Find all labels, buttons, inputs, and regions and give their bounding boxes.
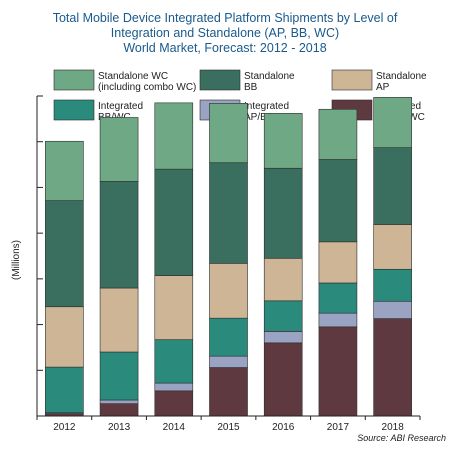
legend-label: AP/BB	[244, 112, 274, 123]
bar-segment-integrated-bb-wc-2017	[318, 282, 358, 314]
bar-stack-2017	[318, 108, 358, 417]
x-axis: 2012 2013 2014 2015 2016 2017 2018	[36, 415, 421, 433]
bar-segment-standalone-bb-2015	[209, 162, 248, 264]
bar-segment-standalone-wc-including-combo-wc--2018	[373, 97, 412, 148]
y-axis	[36, 95, 43, 417]
bar-segment-integrated-bb-wc-2013	[99, 351, 139, 401]
bar-segment-integrated-ap-bb-2016	[263, 331, 303, 344]
bar-segment-integrated-bb-wc-2014	[154, 339, 194, 384]
bar-segment-standalone-ap-2016	[263, 257, 303, 302]
bar-stack-2016	[263, 113, 303, 417]
bar-segment-integrated-ap-bb-2017	[318, 312, 358, 328]
bar-stack-2012	[45, 140, 84, 417]
bar-segment-standalone-wc-including-combo-wc--2014	[154, 102, 194, 170]
bar-segment-integrated-ap-bb-wc-2015	[209, 367, 248, 417]
bar-segment-standalone-bb-2017	[318, 159, 358, 243]
legend-swatch	[331, 69, 373, 91]
bar-segment-standalone-bb-2016	[263, 167, 303, 259]
bars	[45, 97, 412, 417]
legend-label: Integrated	[244, 101, 289, 112]
legend-swatch	[199, 69, 241, 91]
bar-segment-standalone-ap-2017	[318, 241, 358, 284]
bar-segment-integrated-ap-bb-2018	[373, 300, 412, 319]
legend-label: Standalone WC	[98, 71, 168, 82]
x-tick-label-2016: 2016	[272, 422, 295, 433]
legend-label: BB	[244, 82, 258, 93]
legend-label: AP	[376, 82, 390, 93]
bar-segment-standalone-ap-2018	[373, 224, 412, 270]
bar-segment-standalone-bb-2012	[45, 200, 84, 308]
bar-segment-standalone-ap-2015	[209, 263, 248, 319]
bar-segment-integrated-bb-wc-2016	[263, 300, 303, 332]
legend-label: Standalone	[244, 71, 295, 82]
bar-segment-integrated-bb-wc-2012	[45, 366, 84, 414]
bar-segment-standalone-wc-including-combo-wc--2016	[263, 113, 303, 169]
bar-segment-standalone-bb-2013	[99, 181, 139, 289]
bar-stack-2018	[373, 97, 412, 417]
bar-segment-standalone-wc-including-combo-wc--2017	[318, 108, 358, 160]
x-tick-label-2015: 2015	[217, 422, 240, 433]
legend-item-standalone-wc-including-combo-wc-: Standalone WC(including combo WC)	[53, 69, 196, 93]
bar-segment-integrated-ap-bb-2013	[99, 399, 139, 404]
bar-segment-integrated-bb-wc-2015	[209, 317, 248, 357]
bar-stack-2015	[209, 103, 248, 417]
x-tick-label-2014: 2014	[163, 422, 186, 433]
bar-segment-integrated-ap-bb-wc-2014	[154, 390, 194, 417]
legend-swatch	[53, 99, 95, 121]
bar-stack-2013	[99, 117, 139, 417]
x-tick-label-2013: 2013	[108, 422, 131, 433]
bar-segment-standalone-ap-2013	[99, 287, 139, 353]
bar-segment-integrated-ap-bb-wc-2017	[318, 326, 358, 417]
bar-segment-integrated-ap-bb-2015	[209, 355, 248, 368]
bar-segment-standalone-wc-including-combo-wc--2012	[45, 140, 84, 201]
chart-title-line-2: Integration and Standalone (AP, BB, WC)	[111, 26, 339, 40]
bar-segment-standalone-wc-including-combo-wc--2013	[99, 117, 139, 182]
chart-title-line-3: World Market, Forecast: 2012 - 2018	[123, 41, 326, 55]
bar-segment-standalone-bb-2018	[373, 147, 412, 225]
bar-segment-integrated-ap-bb-wc-2013	[99, 403, 139, 417]
bar-segment-integrated-ap-bb-wc-2018	[373, 318, 412, 417]
bar-segment-standalone-bb-2014	[154, 168, 194, 276]
x-tick-label-2012: 2012	[53, 422, 76, 433]
chart-title-line-1: Total Mobile Device Integrated Platform …	[53, 11, 398, 25]
legend-label: Integrated	[98, 101, 143, 112]
y-axis-label: (Millions)	[11, 240, 22, 280]
bar-stack-2014	[154, 102, 194, 417]
bar-segment-integrated-ap-bb-wc-2016	[263, 342, 303, 417]
bar-segment-integrated-ap-bb-2014	[154, 382, 194, 392]
legend-label: Standalone	[376, 71, 427, 82]
chart-title: Total Mobile Device Integrated Platform …	[53, 11, 398, 55]
bar-segment-standalone-wc-including-combo-wc--2015	[209, 103, 248, 164]
legend-label: (including combo WC)	[98, 82, 196, 93]
source-note: Source: ABI Research	[357, 433, 446, 443]
x-tick-label-2017: 2017	[327, 422, 350, 433]
bar-segment-integrated-bb-wc-2018	[373, 268, 412, 302]
x-tick-label-2018: 2018	[382, 422, 405, 433]
bar-segment-standalone-ap-2014	[154, 275, 194, 340]
bar-segment-standalone-ap-2012	[45, 306, 84, 368]
legend-swatch	[53, 69, 95, 91]
